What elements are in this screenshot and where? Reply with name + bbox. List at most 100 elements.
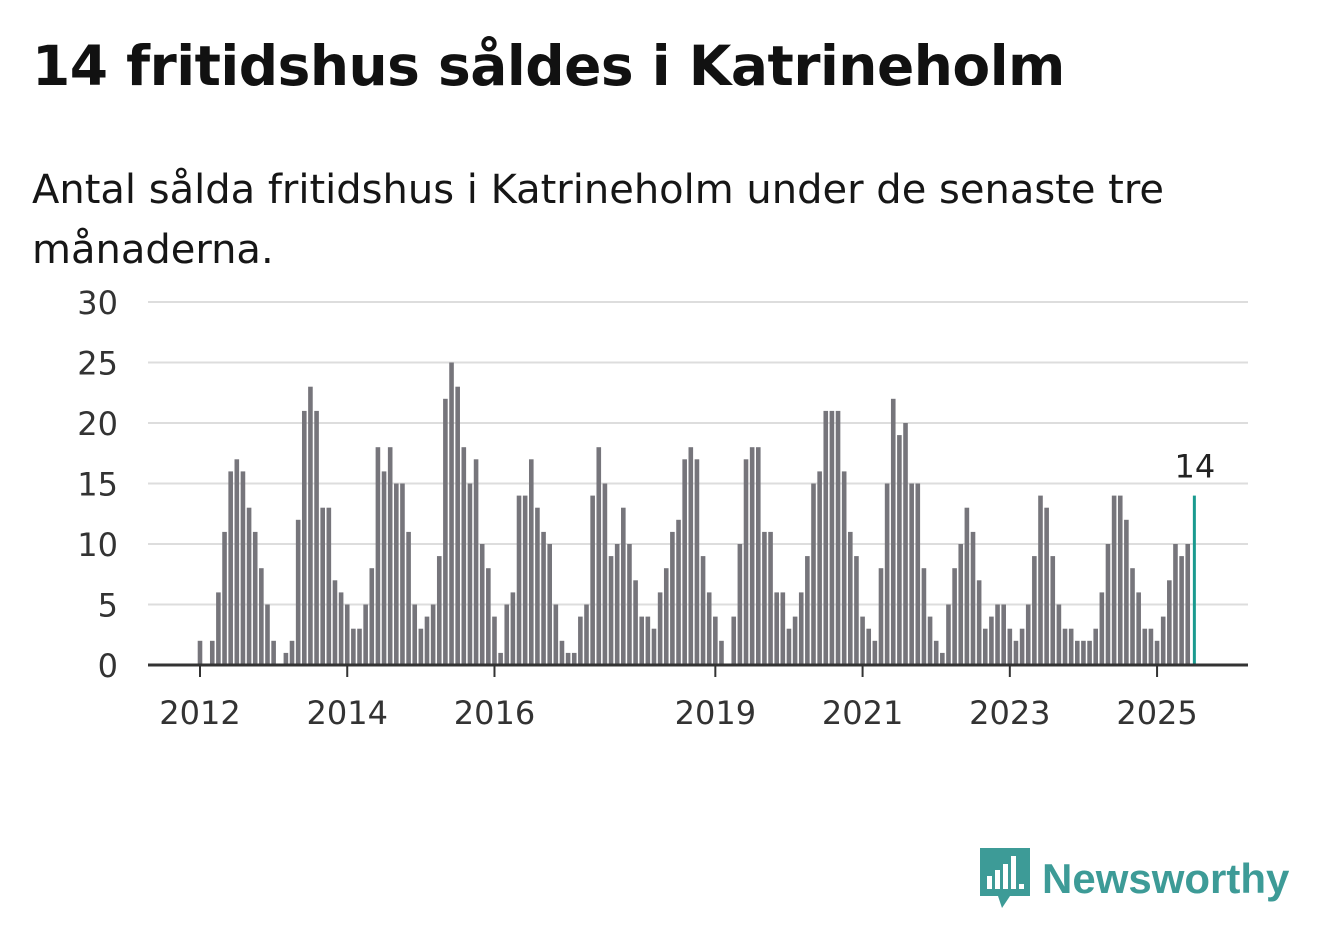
- bar: [522, 495, 528, 665]
- bar: [289, 640, 295, 665]
- bar: [651, 628, 657, 665]
- bar: [1105, 544, 1111, 665]
- bar: [584, 604, 589, 665]
- bar: [694, 459, 700, 665]
- bar: [670, 531, 675, 665]
- bar: [559, 640, 565, 665]
- bar: [240, 471, 246, 665]
- bar: [320, 507, 325, 665]
- bar: [749, 447, 755, 665]
- chart-subtitle: Antal sålda fritidshus i Katrineholm und…: [32, 167, 1165, 273]
- y-tick-label: 30: [77, 284, 118, 322]
- bar: [755, 447, 761, 665]
- bar: [283, 652, 289, 665]
- bar: [357, 628, 362, 665]
- bar: [455, 386, 460, 665]
- bar: [271, 640, 276, 665]
- y-tick-label: 10: [77, 526, 118, 564]
- bar: [774, 592, 779, 665]
- bar: [486, 568, 491, 665]
- bar: [946, 604, 951, 665]
- bar: [473, 459, 479, 665]
- brand-name: Newsworthy: [1042, 855, 1290, 902]
- bar: [412, 604, 418, 665]
- bar: [621, 507, 626, 665]
- bar: [1001, 604, 1006, 665]
- bar: [516, 495, 522, 665]
- bar: [743, 459, 749, 665]
- bar: [246, 507, 252, 665]
- bar: [1111, 495, 1117, 665]
- y-tick-label: 0: [98, 647, 118, 685]
- bar: [259, 568, 264, 665]
- bar: [479, 544, 485, 665]
- bar: [676, 519, 681, 665]
- bar: [633, 580, 638, 665]
- bar: [700, 556, 706, 665]
- bar: [1062, 628, 1068, 665]
- y-tick-label: 20: [77, 405, 118, 443]
- bar: [1068, 628, 1074, 665]
- bar: [209, 640, 215, 665]
- bar: [449, 362, 454, 665]
- bar: [780, 592, 786, 665]
- bar: [903, 423, 908, 665]
- bar: [332, 580, 338, 665]
- bar: [940, 652, 945, 665]
- bar: [369, 568, 375, 665]
- bar: [387, 447, 393, 665]
- bar: [295, 519, 301, 665]
- bar: [1099, 592, 1105, 665]
- x-tick-label: 2016: [454, 694, 535, 732]
- bar: [657, 592, 663, 665]
- bar: [265, 604, 270, 665]
- bar: [713, 616, 718, 665]
- bar: [430, 604, 436, 665]
- bar: [1013, 640, 1019, 665]
- bar: [854, 556, 859, 665]
- bar: [590, 495, 595, 665]
- bar: [1117, 495, 1123, 665]
- bar: [884, 483, 890, 665]
- bar: [989, 616, 994, 665]
- bar: [866, 628, 872, 665]
- bar: [571, 652, 577, 665]
- bar: [762, 531, 767, 665]
- bar: [608, 556, 614, 665]
- x-tick-label: 2025: [1116, 694, 1197, 732]
- bar: [351, 628, 356, 665]
- bar: [915, 483, 921, 665]
- brand-logo: Newsworthy: [980, 848, 1289, 910]
- highlight-bar: [1192, 495, 1196, 665]
- bar: [878, 568, 884, 665]
- bar: [1025, 604, 1031, 665]
- bar: [848, 531, 853, 665]
- bar: [798, 592, 804, 665]
- bar: [872, 640, 878, 665]
- bar: [614, 544, 620, 665]
- bar: [1142, 628, 1148, 665]
- bar: [639, 616, 645, 665]
- bar: [970, 531, 976, 665]
- bar: [492, 616, 497, 665]
- bar: [596, 447, 602, 665]
- bar: [1044, 507, 1049, 665]
- bar: [1130, 568, 1135, 665]
- bar: [1019, 628, 1025, 665]
- bar: [418, 628, 424, 665]
- bar: [1050, 556, 1056, 665]
- bar: [400, 483, 405, 665]
- bar: [860, 616, 865, 665]
- bar: [461, 447, 467, 665]
- bar: [1185, 544, 1191, 665]
- bar: [1136, 592, 1141, 665]
- bar: [921, 568, 927, 665]
- bar: [344, 604, 350, 665]
- bar: [234, 459, 240, 665]
- bar: [252, 531, 258, 665]
- bar: [363, 604, 368, 665]
- bar: [338, 592, 344, 665]
- bar: [498, 652, 503, 665]
- x-tick-label: 2014: [307, 694, 388, 732]
- bar: [547, 544, 552, 665]
